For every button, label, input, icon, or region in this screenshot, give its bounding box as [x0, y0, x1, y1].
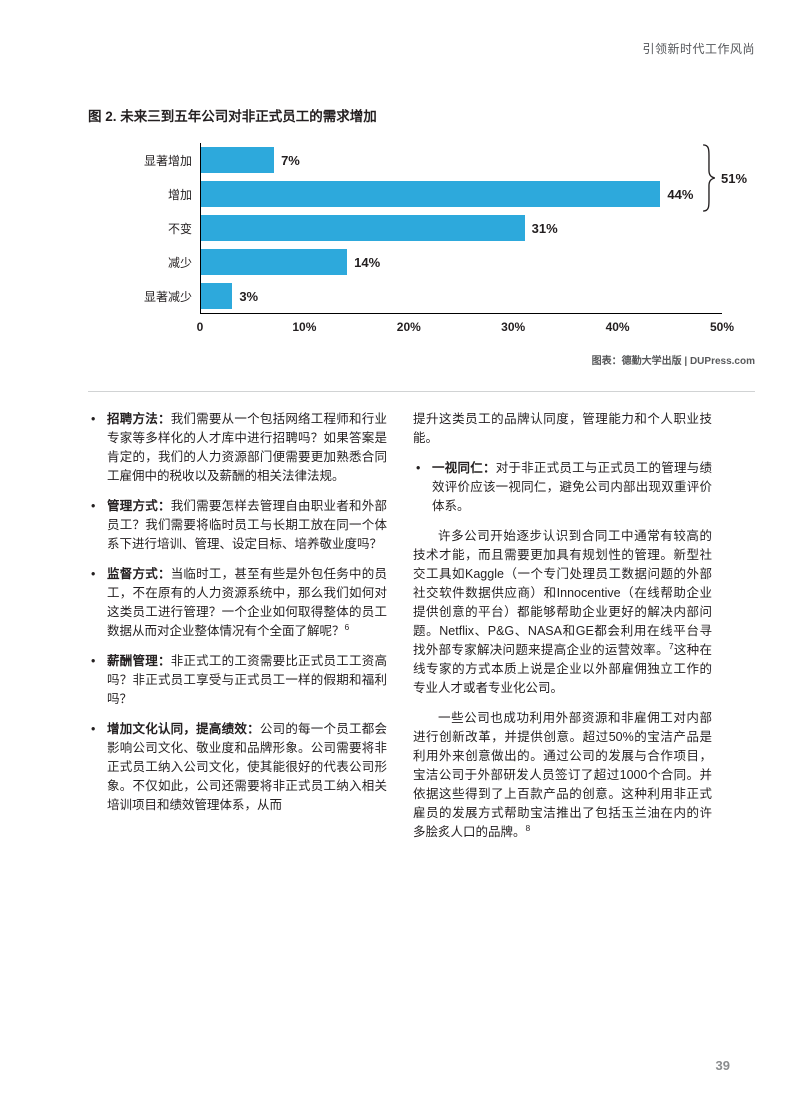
bracket-label: 51%: [721, 170, 748, 186]
bar-track: 31%: [200, 211, 723, 245]
category-label: 不变: [167, 221, 192, 236]
curly-brace-icon: [703, 144, 715, 212]
bar-track: 44%: [200, 177, 723, 211]
bar-track: 7%: [200, 143, 723, 177]
bullet-item: 增加文化认同，提高绩效：公司的每一个员工都会影响公司文化、敬业度和品牌形象。公司…: [88, 720, 387, 815]
bullet-item: 一视同仁：对于非正式员工与正式员工的管理与绩效评价应该一视同仁，避免公司内部出现…: [413, 459, 712, 516]
bullet-lead: 增加文化认同，提高绩效：: [107, 722, 260, 736]
bullet-item: 管理方式：我们需要怎样去管理自由职业者和外部员工？我们需要将临时员工与长期工放在…: [88, 497, 387, 554]
value-label: 44%: [667, 186, 694, 202]
body-columns: 招聘方法：我们需要从一个包括网络工程师和行业专家等多样化的人才库中进行招聘吗？如…: [88, 410, 712, 853]
value-label: 3%: [239, 288, 259, 304]
chart-rows: 显著增加 7% 增加 44% 不变 31% 减少 14% 显著减少 3%: [88, 143, 755, 313]
chart-x-axis: 0 10% 20% 30% 40% 50%: [196, 313, 734, 336]
bullet-lead: 一视同仁：: [432, 461, 496, 475]
value-label: 31%: [531, 220, 558, 236]
paragraph: 许多公司开始逐步认识到合同工中通常有较高的技术才能，而且需要更加具有规划性的管理…: [413, 527, 712, 698]
bullet-lead: 薪酬管理：: [107, 654, 171, 668]
body-text: 当临时工，甚至有些是外包任务中的员工，不在原有的人力资源系统中，那么我们如何对这…: [107, 567, 387, 638]
right-column: 提升这类员工的品牌认同度，管理能力和个人职业技能。一视同仁：对于非正式员工与正式…: [413, 410, 712, 853]
category-label: 减少: [167, 255, 192, 270]
figure-credit: 图表：德勤大学出版 | DUPress.com: [591, 356, 755, 367]
footnote-ref: 8: [525, 822, 531, 833]
chart-row: 减少 14%: [88, 245, 755, 279]
x-tick-label: 10%: [292, 320, 317, 334]
value-label: 14%: [354, 254, 381, 270]
category-label: 显著增加: [143, 153, 192, 168]
bullet-lead: 监督方式：: [107, 567, 171, 581]
bullet-item: 薪酬管理：非正式工的工资需要比正式员工工资高吗？非正式员工享受与正式员工一样的假…: [88, 652, 387, 709]
figure-title: 图 2. 未来三到五年公司对非正式员工的需求增加: [88, 109, 377, 124]
x-tick-label: 30%: [501, 320, 526, 334]
value-label: 7%: [281, 152, 300, 168]
bar-track: 3%: [200, 279, 723, 313]
x-tick-label: 20%: [396, 320, 421, 334]
x-tick-label: 50%: [709, 320, 735, 334]
bar: [201, 283, 233, 309]
bullet-lead: 管理方式：: [107, 499, 171, 513]
page-number: 39: [715, 1058, 730, 1073]
body-text: 对于非正式员工与正式员工的管理与绩效评价应该一视同仁，避免公司内部出现双重评价体…: [432, 461, 712, 513]
bullet-item: 招聘方法：我们需要从一个包括网络工程师和行业专家等多样化的人才库中进行招聘吗？如…: [88, 410, 387, 486]
body-text: 许多公司开始逐步认识到合同工中通常有较高的技术才能，而且需要更加具有规划性的管理…: [413, 529, 712, 657]
category-label: 增加: [167, 187, 192, 202]
bar: [201, 249, 348, 275]
report-page: 引领新时代工作风尚 图 2. 未来三到五年公司对非正式员工的需求增加 显著增加 7…: [0, 0, 800, 853]
chart-row: 不变 31%: [88, 211, 755, 245]
running-header: 引领新时代工作风尚: [642, 42, 755, 56]
body-text: 我们需要从一个包括网络工程师和行业专家等多样化的人才库中进行招聘吗？如果答案是肯…: [107, 412, 387, 483]
x-tick-label: 0: [196, 320, 204, 334]
body-text: 提升这类员工的品牌认同度，管理能力和个人职业技能。: [413, 412, 712, 445]
category-label: 显著减少: [143, 289, 192, 304]
bar: [201, 181, 661, 207]
x-tick-label: 40%: [605, 320, 630, 334]
body-text: 这种在线专家的方式本质上说是企业以外部雇佣独立工作的专业人才或者专业化公司。: [413, 643, 712, 695]
bullet-lead: 招聘方法：: [107, 412, 171, 426]
body-text: 我们需要怎样去管理自由职业者和外部员工？我们需要将临时员工与长期工放在同一个体系…: [107, 499, 387, 551]
body-text: 公司的每一个员工都会影响公司文化、敬业度和品牌形象。公司需要将非正式员工纳入公司…: [107, 722, 387, 812]
chart-row: 显著减少 3%: [88, 279, 755, 313]
section-divider: [88, 391, 755, 392]
bar-chart: 显著增加 7% 增加 44% 不变 31% 减少 14% 显著减少 3% 0 10% 20% 30% 40…: [88, 143, 755, 336]
bracket-group: 51%: [700, 144, 747, 212]
footnote-ref: 7: [668, 640, 674, 651]
body-text: 一些公司也成功利用外部资源和非雇佣工对内部进行创新改革，并提供创意。超过50%的…: [413, 711, 712, 839]
paragraph: 一些公司也成功利用外部资源和非雇佣工对内部进行创新改革，并提供创意。超过50%的…: [413, 709, 712, 842]
bar-track: 14%: [200, 245, 723, 279]
figure-2: 图 2. 未来三到五年公司对非正式员工的需求增加 显著增加 7% 增加 44% 不变 31…: [88, 105, 755, 367]
footnote-ref: 6: [344, 621, 350, 632]
chart-row: 显著增加 7%: [88, 143, 755, 177]
left-column: 招聘方法：我们需要从一个包括网络工程师和行业专家等多样化的人才库中进行招聘吗？如…: [88, 410, 387, 853]
bar: [201, 147, 275, 173]
chart-row: 增加 44%: [88, 177, 755, 211]
bar: [201, 215, 525, 241]
paragraph: 提升这类员工的品牌认同度，管理能力和个人职业技能。: [413, 410, 712, 448]
body-text: 非正式工的工资需要比正式员工工资高吗？非正式员工享受与正式员工一样的假期和福利吗…: [107, 654, 387, 706]
bullet-item: 监督方式：当临时工，甚至有些是外包任务中的员工，不在原有的人力资源系统中，那么我…: [88, 565, 387, 641]
